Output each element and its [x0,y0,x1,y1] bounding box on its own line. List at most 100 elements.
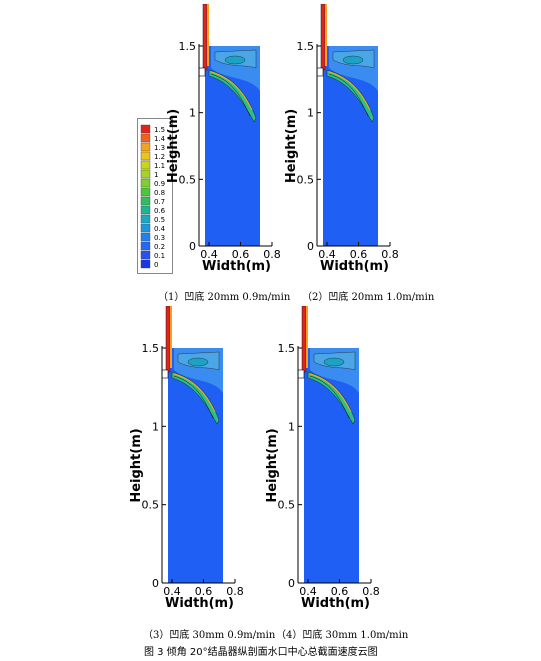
contour-panel-1: 0 0.5 1 1.5 0.4 0.6 0.8 Width(m) Height(m) [165,3,300,274]
nozzle-flow [306,306,308,368]
upper-core-contour [323,357,345,367]
y-tick-label: 1 [152,420,159,433]
jet-stream [307,371,356,425]
x-tick-label: 0.6 [232,248,250,261]
contour-panel-3: 0 0.5 1 1.5 0.4 0.6 0.8 Width(m) Height(m) [128,305,268,611]
y-tick-label: 0.5 [179,173,197,186]
y-tick-label: 1 [189,107,196,120]
legend-label: 0.2 [154,243,165,251]
nozzle-wall [202,3,208,71]
y-tick-label: 0 [288,577,295,590]
legend-label: 0.6 [154,207,166,215]
legend-swatch [140,232,151,242]
x-axis-label: Width(m) [165,596,234,611]
x-tick-label: 0.8 [381,248,399,261]
jet-stream [326,69,375,123]
legend-label: 0.9 [154,180,165,188]
y-tick-label: 1.5 [278,342,296,355]
x-tick-label: 0.4 [163,585,181,598]
nozzle-flow [207,4,209,66]
legend-swatch [140,124,151,134]
y-tick-label: 1.5 [142,342,160,355]
nozzle-flow [325,4,327,66]
jet-core [328,71,371,111]
y-axis-label: Height(m) [129,428,144,502]
legend-swatch [140,133,151,143]
y-axis-label: Height(m) [284,109,299,183]
nozzle-port [297,369,305,379]
nozzle-wall [165,305,171,373]
contour-panel-4: 0 0.5 1 1.5 0.4 0.6 0.8 Width(m) Height(m) [264,305,404,611]
x-tick-label: 0.8 [263,248,281,261]
y-tick-label: 0.5 [142,499,160,512]
jet-contour-line [173,375,214,419]
legend-swatch [140,223,151,233]
panel-4-caption: （4）凹底 30mm 1.0m/min [276,630,409,641]
legend-swatch [140,187,151,197]
legend-swatch [140,160,151,170]
upper-core-contour [342,55,364,65]
jet-stream [171,371,220,425]
upper-core-contour [224,55,246,65]
legend-swatch [140,169,151,179]
x-tick-label: 0.4 [299,585,317,598]
legend-label: 0.3 [154,234,165,242]
jet-core [173,373,216,413]
x-axis-label: Width(m) [320,259,389,274]
y-tick-label: 1 [307,107,314,120]
x-tick-label: 0.6 [350,248,368,261]
x-tick-label: 0.8 [362,585,380,598]
legend-label: 1.2 [154,153,165,161]
panel-1-caption: （1）凹底 20mm 0.9m/min [158,292,291,303]
legend-swatch [140,196,151,206]
jet-core [210,71,253,111]
legend-swatch [140,151,151,161]
nozzle-wall [320,3,326,71]
jet-contour-line [328,73,369,117]
y-tick-label: 1.5 [179,40,197,53]
y-tick-label: 1 [288,420,295,433]
legend-swatch [140,241,151,251]
x-axis-label: Width(m) [301,596,370,611]
y-tick-label: 0 [307,240,314,253]
legend-label: 0 [154,261,158,269]
y-tick-label: 0 [152,577,159,590]
nozzle-port [198,67,206,77]
y-tick-label: 0.5 [278,499,296,512]
jet-contour-line [309,375,350,419]
legend-swatch [140,214,151,224]
legend-label: 1.5 [154,126,165,134]
panel-3-caption: （3）凹底 30mm 0.9m/min [143,630,276,641]
legend-swatch [140,178,151,188]
y-axis-label: Height(m) [166,109,181,183]
legend-label: 1 [154,171,158,179]
legend-label: 0.4 [154,225,166,233]
legend-label: 1.4 [154,135,166,143]
x-tick-label: 0.4 [318,248,336,261]
legend-swatch [140,205,151,215]
nozzle-flow [170,306,172,368]
panel-2-caption: （2）凹底 20mm 1.0m/min [302,292,435,303]
nozzle-wall [301,305,307,373]
y-tick-label: 0.5 [297,173,315,186]
legend-label: 1.3 [154,144,165,152]
legend-label: 1.1 [154,162,165,170]
legend-label: 0.8 [154,189,165,197]
jet-core [309,373,352,413]
velocity-legend: 1.5 1.4 1.3 1.2 1.1 1 0.9 0.8 0.7 0.6 0.5 0.4 0.3 0.2… [137,118,173,274]
jet-contour-line [210,73,251,117]
legend-label: 0.1 [154,252,165,260]
legend-swatch [140,250,151,260]
x-tick-label: 0.8 [226,585,244,598]
nozzle-port [161,369,169,379]
x-tick-label: 0.4 [200,248,218,261]
figure-title: 图 3 倾角 20°结晶器纵剖面水口中心总截面速度云图 [144,647,378,658]
y-tick-label: 0 [189,240,196,253]
legend-swatch [140,142,151,152]
x-tick-label: 0.6 [331,585,349,598]
legend-label: 0.7 [154,198,165,206]
upper-core-contour [187,357,209,367]
y-axis-label: Height(m) [265,428,280,502]
jet-stream [208,69,257,123]
legend-label: 0.5 [154,216,165,224]
